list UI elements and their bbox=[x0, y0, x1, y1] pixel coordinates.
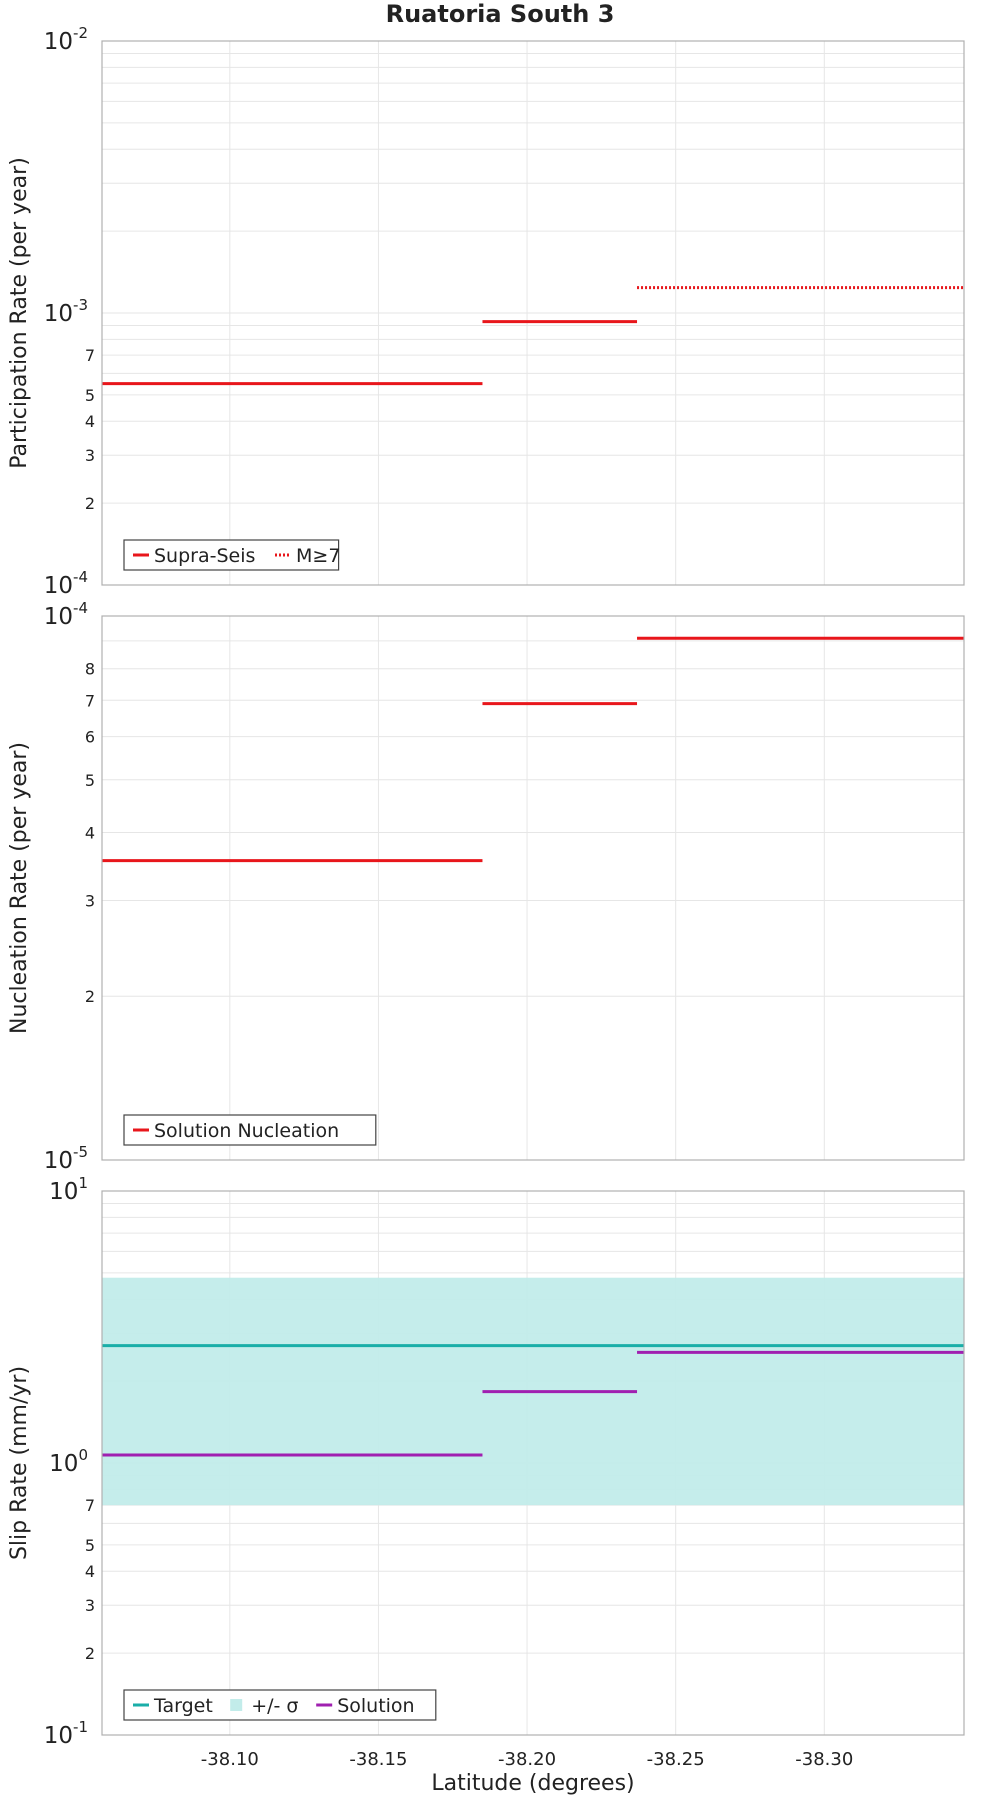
y-tick-label-major: 10-4 bbox=[44, 599, 88, 630]
legend: Supra-Seis M≥7 bbox=[123, 539, 340, 571]
y-tick-label-major: 10-3 bbox=[44, 296, 88, 327]
y-tick-label-minor: 6 bbox=[85, 728, 95, 747]
x-tick-label: -38.30 bbox=[795, 1749, 853, 1770]
y-tick-label-major: 10-1 bbox=[44, 1718, 88, 1749]
y-tick-label-minor: 5 bbox=[85, 1536, 95, 1555]
legend: Solution Nucleation bbox=[123, 1114, 377, 1146]
y-tick-label-minor: 4 bbox=[85, 823, 95, 842]
legend-label: Solution bbox=[337, 1695, 414, 1717]
y-tick-label-minor: 2 bbox=[85, 494, 95, 513]
y-tick-label-major: 10-2 bbox=[44, 24, 88, 55]
y-tick-label-minor: 2 bbox=[85, 987, 95, 1006]
legend: Target +/- σ Solution bbox=[123, 1689, 437, 1721]
legend-label: M≥7 bbox=[296, 545, 340, 567]
x-tick-label: -38.15 bbox=[349, 1749, 407, 1770]
legend-frame bbox=[123, 1689, 437, 1721]
legend-frame bbox=[123, 1114, 377, 1146]
y-tick-label-major: 101 bbox=[49, 1174, 88, 1205]
legend-label: Supra-Seis bbox=[154, 545, 255, 567]
plot-frame bbox=[101, 1190, 965, 1736]
y-tick-label-minor: 3 bbox=[85, 1596, 95, 1615]
y-tick-label-minor: 7 bbox=[85, 346, 95, 365]
legend-label: +/- σ bbox=[251, 1695, 298, 1717]
y-tick-label-minor: 3 bbox=[85, 891, 95, 910]
legend-label: Target bbox=[153, 1695, 213, 1717]
y-tick-label-minor: 5 bbox=[85, 771, 95, 790]
y-axis-label: Slip Rate (mm/yr) bbox=[7, 1366, 32, 1560]
y-tick-label-major: 10-4 bbox=[44, 568, 88, 599]
y-tick-label-minor: 4 bbox=[85, 1562, 95, 1581]
y-axis-label: Participation Rate (per year) bbox=[7, 157, 32, 469]
legend-frame bbox=[123, 539, 340, 571]
x-axis-label: Latitude (degrees) bbox=[431, 1771, 634, 1796]
y-tick-label-minor: 8 bbox=[85, 660, 95, 679]
plot-frame bbox=[101, 40, 965, 586]
chart-panels: 10-2 10-3 10-4 2 3 4 5 7 Participation Rate (per… bbox=[7, 24, 965, 1770]
y-tick-label-major: 100 bbox=[49, 1446, 88, 1477]
plot-frame bbox=[101, 615, 965, 1161]
x-tick-label: -38.10 bbox=[201, 1749, 259, 1770]
y-tick-label-minor: 2 bbox=[85, 1644, 95, 1663]
panel-3: 101 100 10-1 2 3 4 5 7 Slip Rate (mm/yr) Target +/… bbox=[7, 1174, 965, 1749]
x-tick-label: -38.25 bbox=[647, 1749, 705, 1770]
chart-title: Ruatoria South 3 bbox=[386, 0, 615, 28]
y-tick-label-minor: 3 bbox=[85, 446, 95, 465]
y-axis-label: Nucleation Rate (per year) bbox=[7, 742, 32, 1034]
legend-swatch bbox=[230, 1699, 243, 1711]
y-tick-label-minor: 7 bbox=[85, 1496, 95, 1515]
y-tick-label-minor: 5 bbox=[85, 386, 95, 405]
x-tick-label: -38.20 bbox=[498, 1749, 556, 1770]
panel-1: 10-2 10-3 10-4 2 3 4 5 7 Participation Rate (per… bbox=[7, 24, 965, 599]
y-tick-label-minor: 7 bbox=[85, 691, 95, 710]
y-tick-label-minor: 4 bbox=[85, 412, 95, 431]
y-tick-label-major: 10-5 bbox=[44, 1143, 88, 1174]
panel-2: 10-4 10-5 2 3 4 5 6 7 8 Nucleation Rate (per year… bbox=[7, 599, 965, 1174]
legend-label: Solution Nucleation bbox=[154, 1120, 339, 1142]
